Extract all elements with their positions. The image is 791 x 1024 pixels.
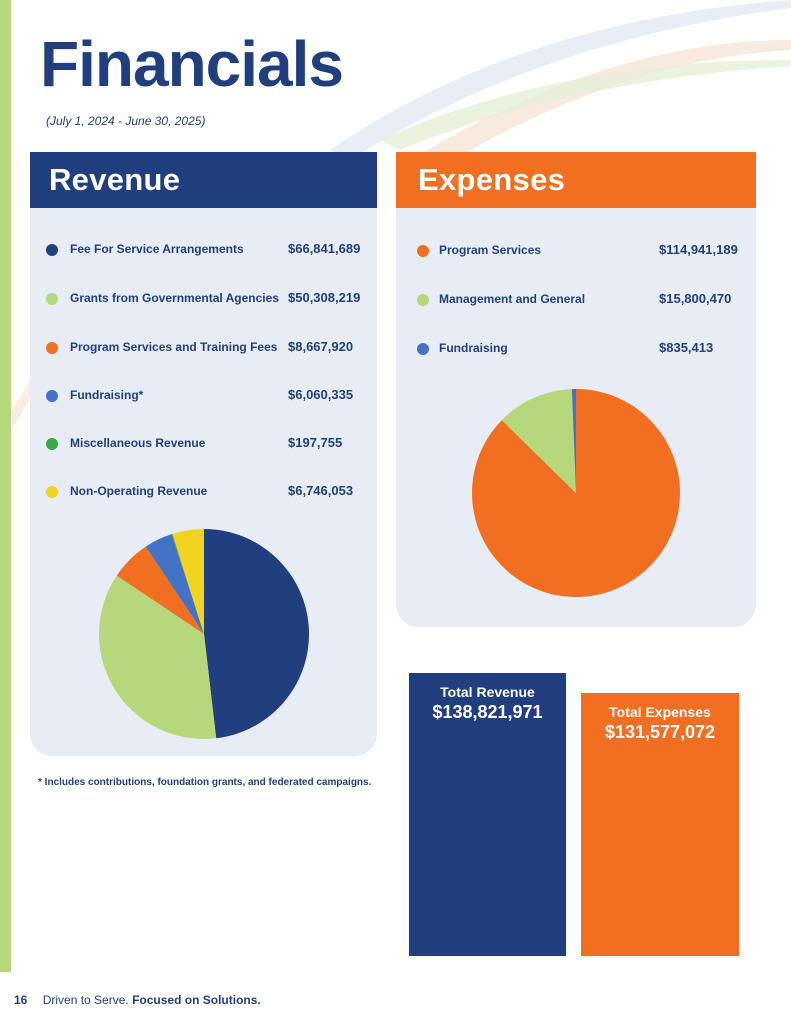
footer-tagline-bold: Focused on Solutions.	[132, 993, 261, 1007]
legend-dot	[46, 293, 58, 305]
page-title: Financials	[40, 28, 344, 100]
legend-amount: $197,755	[288, 435, 343, 450]
legend-dot	[417, 245, 429, 257]
legend-dot	[46, 486, 58, 498]
left-accent-stripe	[0, 0, 11, 972]
revenue-heading: Revenue	[30, 152, 377, 208]
revenue-legend-item: Grants from Governmental Agencies $50,30…	[30, 289, 377, 309]
total-revenue-label: Total Revenue	[440, 684, 535, 700]
legend-amount: $50,308,219	[288, 290, 361, 305]
total-revenue-value: $138,821,971	[432, 702, 543, 722]
page-subtitle: (July 1, 2024 - June 30, 2025)	[46, 114, 206, 128]
legend-dot	[46, 244, 58, 256]
legend-amount: $114,941,189	[659, 242, 738, 257]
revenue-legend-item: Program Services and Training Fees $8,66…	[30, 338, 377, 358]
legend-dot	[46, 438, 58, 450]
total-expenses-bar: Total Expenses $131,577,072	[581, 693, 739, 956]
legend-amount: $8,667,920	[288, 339, 354, 354]
revenue-pie-slice	[172, 529, 204, 634]
expenses-legend-item: Program Services $114,941,189	[396, 241, 756, 261]
revenue-pie-chart	[99, 529, 309, 739]
revenue-pie-slice	[116, 546, 204, 634]
total-expenses-label: Total Expenses	[609, 704, 711, 720]
expenses-panel: Expenses Program Services $114,941,189 M…	[396, 152, 756, 627]
legend-label: Fee For Service Arrangements	[70, 242, 244, 256]
expenses-legend-item: Fundraising $835,413	[396, 339, 756, 359]
footnote: * Includes contributions, foundation gra…	[38, 777, 372, 788]
revenue-pie-slice	[204, 529, 309, 739]
revenue-legend-item: Fee For Service Arrangements $66,841,689	[30, 240, 377, 260]
revenue-pie-slice	[99, 575, 217, 739]
revenue-legend-item: Miscellaneous Revenue $197,755	[30, 434, 377, 454]
legend-dot	[417, 343, 429, 355]
legend-amount: $15,800,470	[659, 291, 732, 306]
legend-dot	[46, 342, 58, 354]
legend-dot	[417, 294, 429, 306]
legend-amount: $66,841,689	[288, 241, 361, 256]
total-revenue-bar: Total Revenue $138,821,971	[409, 673, 566, 956]
legend-label: Non-Operating Revenue	[70, 484, 208, 498]
legend-label: Management and General	[439, 292, 586, 306]
footer-tagline: Driven to Serve.	[42, 993, 129, 1007]
legend-amount: $835,413	[659, 340, 714, 355]
revenue-panel: Revenue Fee For Service Arrangements $66…	[30, 152, 377, 756]
legend-amount: $6,746,053	[288, 483, 354, 498]
revenue-legend-item: Fundraising* $6,060,335	[30, 386, 377, 406]
revenue-pie-slice	[145, 534, 204, 634]
page-number: 16	[14, 993, 28, 1007]
revenue-legend-item: Non-Operating Revenue $6,746,053	[30, 482, 377, 502]
page-footer: 16 Driven to Serve. Focused on Solutions…	[14, 993, 261, 1007]
legend-label: Grants from Governmental Agencies	[70, 291, 279, 305]
legend-label: Program Services and Training Fees	[70, 340, 278, 354]
legend-dot	[46, 390, 58, 402]
expenses-legend-item: Management and General $15,800,470	[396, 290, 756, 310]
revenue-pie-slice	[171, 533, 204, 634]
expenses-pie-slice	[571, 389, 576, 493]
legend-label: Fundraising	[439, 341, 508, 355]
legend-amount: $6,060,335	[288, 387, 354, 402]
expenses-pie-chart	[472, 389, 680, 597]
legend-label: Program Services	[439, 243, 542, 257]
expenses-pie-slice	[501, 389, 576, 493]
expenses-heading: Expenses	[396, 152, 756, 208]
legend-label: Fundraising*	[70, 388, 144, 402]
total-expenses-value: $131,577,072	[604, 722, 716, 742]
legend-label: Miscellaneous Revenue	[70, 436, 206, 450]
